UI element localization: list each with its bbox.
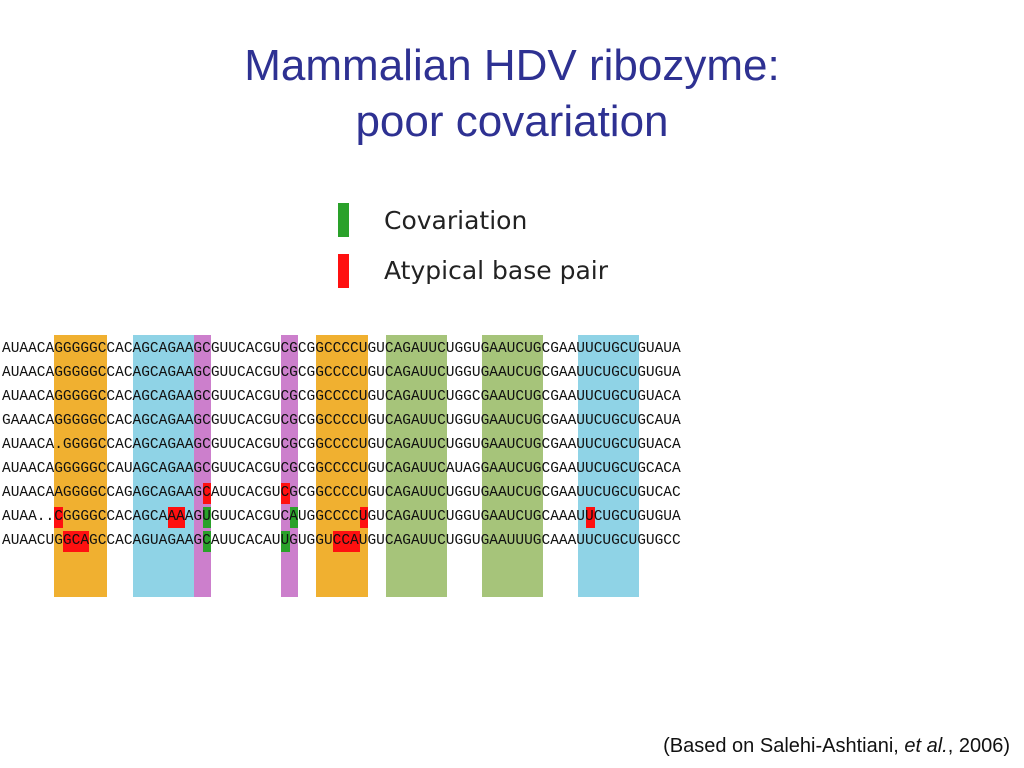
atypical-pair-cell: [202, 483, 212, 504]
sequence-alignment: AUAACAGGGGGCCACAGCAGAAGCGUUCACGUCGCGGCCC…: [0, 335, 1024, 597]
sequence-row: AUAACAGGGGGCCAUAGCAGAAGCGUUCACGUCGCGGCCC…: [2, 461, 681, 477]
atypical-pair-cell: [80, 531, 90, 552]
citation-italic: et al.: [904, 735, 948, 757]
slide-title: Mammalian HDV ribozyme: poor covariation: [0, 38, 1024, 150]
title-line-1: Mammalian HDV ribozyme:: [244, 41, 780, 90]
sequence-row: AUAACA.GGGGCCACAGCAGAAGCGUUCACGUCGCGGCCC…: [2, 437, 681, 453]
sequence-row: AUAACAGGGGGCCACAGCAGAAGCGUUCACGUCGCGGCCC…: [2, 365, 681, 381]
atypical-pair-cell: [176, 507, 186, 528]
legend-swatch-atypical: [338, 254, 349, 288]
sequence-row: AUAA..CGGGGCCACAGCAAAAGUGUUCACGUCAUGGCCC…: [2, 509, 681, 525]
atypical-pair-cell: [63, 531, 72, 552]
sequence-row: AUAACAGGGGGCCACAGCAGAAGCGUUCACGUCGCGGCCC…: [2, 341, 681, 357]
covariation-cell: [281, 531, 290, 552]
helix-band-p4-5: [385, 335, 447, 597]
citation-prefix: (Based on Salehi-Ashtiani,: [663, 735, 905, 757]
sequence-row: GAAACAGGGGGCCACAGCAGAAGCGUUCACGUCGCGGCCC…: [2, 413, 681, 429]
covariation-cell: [289, 507, 299, 528]
title-line-2: poor covariation: [355, 97, 669, 146]
covariation-cell: [202, 531, 212, 552]
legend-label-atypical: Atypical base pair: [384, 256, 608, 285]
atypical-pair-cell: [54, 507, 64, 528]
helix-band-p2-7: [577, 335, 639, 597]
atypical-pair-cell: [359, 507, 369, 528]
legend-label-covariation: Covariation: [384, 206, 528, 235]
helix-band-p2-1: [132, 335, 194, 597]
sequence-row: AUAACAGGGGGCCACAGCAGAAGCGUUCACGUCGCGGCCC…: [2, 389, 681, 405]
atypical-pair-cell: [586, 507, 595, 528]
sequence-row: AUAACUGGCAGCCACAGUAGAAGCAUUCACAUUGUGGUCC…: [2, 533, 681, 549]
sequence-row: AUAACAAGGGGCCAGAGCAGAAGCAUUCACGUCGCGGCCC…: [2, 485, 681, 501]
atypical-pair-cell: [342, 531, 351, 552]
atypical-pair-cell: [281, 483, 290, 504]
citation-suffix: , 2006): [947, 735, 1010, 757]
atypical-pair-cell: [71, 531, 81, 552]
helix-band-p4-6: [481, 335, 543, 597]
helix-band-p1-4: [315, 335, 369, 597]
helix-band-p1-0: [54, 335, 107, 597]
atypical-pair-cell: [167, 507, 177, 528]
atypical-pair-cell: [350, 531, 360, 552]
covariation-cell: [202, 507, 212, 528]
citation: (Based on Salehi-Ashtiani, et al., 2006): [663, 735, 1010, 758]
legend-swatch-covariation: [338, 203, 349, 237]
atypical-pair-cell: [333, 531, 343, 552]
